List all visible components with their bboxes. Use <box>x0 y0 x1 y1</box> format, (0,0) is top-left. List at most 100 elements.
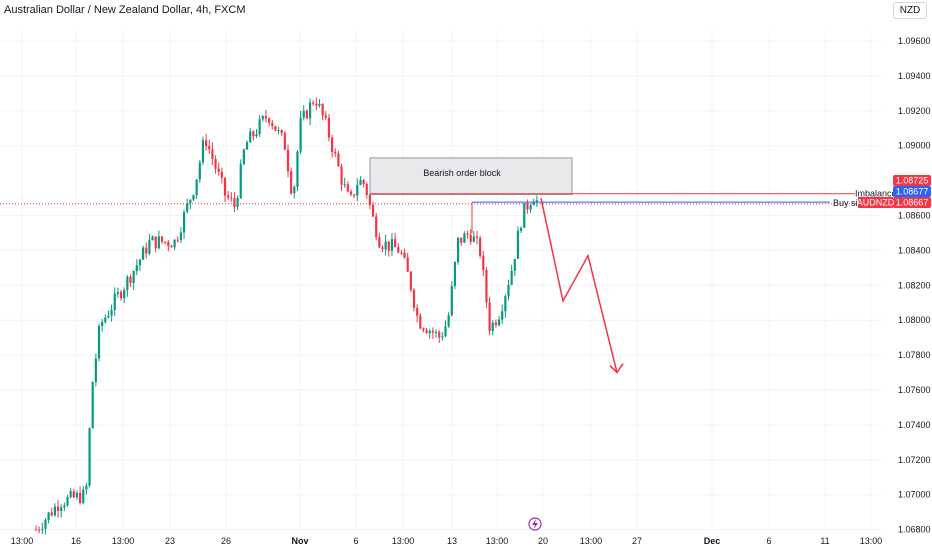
candle-body <box>66 496 69 506</box>
candle-body <box>123 290 126 299</box>
candle-body <box>198 162 201 180</box>
candle-body <box>466 233 469 235</box>
candle-body <box>460 237 463 243</box>
candle-body <box>422 328 425 331</box>
symbol-tag <box>858 197 893 208</box>
candle-body <box>431 330 434 333</box>
candle-body <box>44 520 47 529</box>
time-tick-label: 13:00 <box>580 536 603 546</box>
order-block-label: Bearish order block <box>423 168 501 178</box>
candle-body <box>214 158 217 169</box>
candle-body <box>318 104 321 106</box>
candle-body <box>101 321 104 326</box>
time-tick-label: 16 <box>71 536 81 546</box>
candle-body <box>513 258 516 271</box>
time-tick-label: 6 <box>353 536 358 546</box>
candle-body <box>164 241 167 243</box>
time-tick-label: 20 <box>538 536 548 546</box>
candle-body <box>400 252 403 254</box>
candle-body <box>327 117 331 138</box>
candle-body <box>126 276 129 291</box>
candle-body <box>365 183 368 195</box>
candle-body <box>507 284 510 296</box>
candle-body <box>47 512 50 521</box>
candle-body <box>110 309 113 316</box>
time-tick-label: 11 <box>820 536 829 546</box>
currency-button[interactable]: NZD <box>893 2 927 19</box>
candle-body <box>186 203 189 212</box>
candle-body <box>469 234 472 242</box>
candle-body <box>356 184 359 196</box>
candle-body <box>501 311 504 320</box>
candle-body <box>119 292 123 299</box>
candle-body <box>151 236 154 241</box>
candle-body <box>302 110 305 118</box>
candle-body <box>403 252 406 258</box>
projection-path[interactable] <box>540 197 618 373</box>
price-tick-label: 1.09000 <box>898 141 931 151</box>
candle-body <box>252 131 255 137</box>
time-tick-label: 6 <box>766 536 771 546</box>
candle-body <box>167 241 170 246</box>
candle-body <box>274 126 277 131</box>
candle-body <box>160 236 164 242</box>
candle-body <box>41 528 44 530</box>
time-tick-label: 26 <box>221 536 231 546</box>
candle-body <box>249 131 252 143</box>
candle-body <box>195 179 198 195</box>
candle-body <box>85 485 88 490</box>
time-tick-label: 23 <box>165 536 175 546</box>
candle-body <box>523 203 526 228</box>
candle-body <box>34 529 38 531</box>
candle-body <box>91 381 94 429</box>
candle-body <box>387 241 390 251</box>
candle-body <box>375 216 378 238</box>
price-tick-label: 1.08000 <box>898 315 931 325</box>
candle-body <box>255 134 258 137</box>
time-tick-label: Dec <box>704 536 721 546</box>
candle-body <box>394 239 397 248</box>
candle-body <box>82 489 85 503</box>
candle-body <box>296 151 299 187</box>
candle-body <box>337 153 340 167</box>
candle-body <box>434 331 438 333</box>
candle-body <box>308 102 312 119</box>
candle-body <box>485 269 488 303</box>
candle-body <box>368 194 371 205</box>
candle-body <box>97 325 101 359</box>
price-tick-label: 1.07600 <box>898 385 931 395</box>
candle-body <box>488 302 491 331</box>
candle-body <box>113 293 116 310</box>
candle-body <box>349 191 353 195</box>
candle-body <box>264 116 268 119</box>
candle-body <box>189 199 192 204</box>
candle-body <box>220 171 223 178</box>
candle-body <box>60 507 63 512</box>
symbol-tag-label: AUDNZD <box>857 198 895 208</box>
candle-body <box>208 146 211 150</box>
price-tag-value: 1.08725 <box>896 176 929 186</box>
candle-body <box>371 204 375 217</box>
price-tick-label: 1.07400 <box>898 420 931 430</box>
candle-body <box>526 203 529 210</box>
candle-body <box>53 506 56 516</box>
candle-body <box>277 129 280 131</box>
candle-body <box>217 168 220 172</box>
price-tick-label: 1.09200 <box>898 106 931 116</box>
candle-body <box>516 230 520 259</box>
time-tick-label: 13:00 <box>392 536 415 546</box>
candle-body <box>491 322 494 331</box>
candle-body <box>331 137 334 152</box>
candle-body <box>56 506 60 512</box>
price-tag-value: 1.08677 <box>896 187 929 197</box>
candle-body <box>173 239 176 248</box>
order-block-zone[interactable] <box>369 157 573 196</box>
time-tick-label: 27 <box>632 536 642 546</box>
candle-body <box>290 171 293 194</box>
candle-body <box>463 233 466 243</box>
candle-body <box>441 336 444 338</box>
candle-body <box>334 151 337 154</box>
candle-body <box>346 184 349 192</box>
lightning-glyph <box>532 519 538 529</box>
